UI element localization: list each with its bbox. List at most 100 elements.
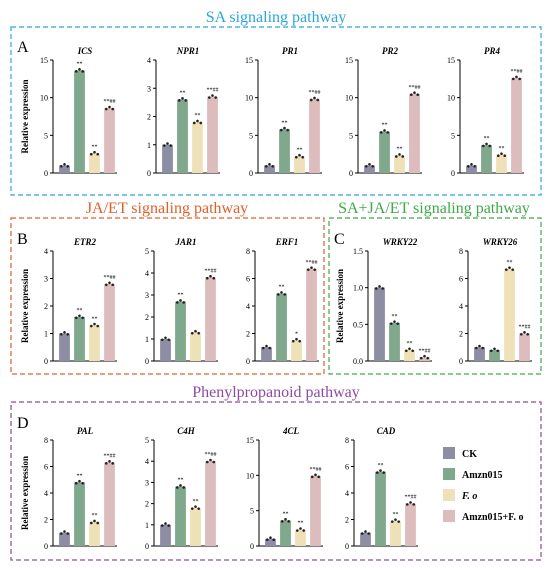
legend-label-ck: CK [462,449,477,460]
chart-title: CAD [377,426,396,436]
data-point [505,268,508,271]
both-frame [328,217,542,375]
y-tick-label: 10 [40,94,48,103]
data-point [96,324,99,328]
data-point [302,529,306,532]
y-tick-label: 4 [459,302,463,311]
y-tick-label: 1 [44,330,48,339]
y-tick-label: 0 [250,542,254,551]
legend-swatch-fo [443,489,455,501]
chart-wrky22: 0.0 0.5 1.0 1.5 WRKY22 Relative expression ** *… [335,237,432,366]
bar-pal-1 [59,532,70,546]
bar-wrky26-4 [519,333,530,361]
bar-etr2-1 [59,333,70,361]
data-point [176,486,179,489]
y-tick-label: 2 [147,113,151,122]
bar-pal-3 [89,522,100,546]
data-point [368,162,371,166]
chart-c4h: 0 1 2 3 4 5 C4H ** ** **## [145,426,218,551]
legend-label-fo: F. o [461,491,477,502]
y-tick-label: 10 [345,94,353,103]
data-point [500,152,503,156]
y-tick-label: 4 [145,457,149,466]
data-point [365,164,368,168]
significance-label: ** [92,316,98,322]
y-tick-label: 8 [246,247,250,256]
data-point [313,96,316,100]
data-point [206,276,209,280]
data-point [96,152,99,156]
data-point [467,164,470,168]
data-point [314,473,317,477]
bar-ics-1 [59,165,70,173]
bar-wrky26-1 [474,347,485,361]
significance-label: ** [279,285,285,291]
data-point [470,162,473,166]
bar-cad-2 [375,471,386,546]
bar-pr2-2 [379,131,390,173]
y-tick-label: 0 [246,357,250,366]
data-point [313,268,317,271]
data-point [523,331,526,334]
data-point [412,503,416,506]
y-tick-label: 0.5 [353,320,363,329]
y-axis-label: Relative expression [20,269,30,343]
bar-erf1-2 [276,293,287,361]
data-point [60,164,63,168]
panel-letter-b: B [17,231,28,248]
data-point [473,164,477,168]
data-point [265,164,268,168]
data-point [317,475,321,479]
y-tick-label: 2 [345,516,349,525]
legend: CK Amzn015 F. o Amzn015+F. o [443,447,523,523]
significance-label: **## [511,69,523,75]
chart-pr1: 0 5 10 15 PR1 ** ** **## [245,46,322,178]
data-point [90,324,93,328]
y-tick-label: 3 [145,478,149,487]
data-point [272,538,276,542]
data-point [296,529,299,532]
y-tick-label: 5 [451,131,455,140]
data-point [401,155,405,158]
bar-c4h-3 [190,507,201,546]
data-point [280,128,283,132]
significance-label: ** [392,314,398,320]
bar-pr1-4 [309,99,320,173]
chart-jar1: 0 1 2 3 4 5 JAR1 ** **## [145,237,218,366]
data-point [386,131,390,134]
data-point [196,119,199,123]
data-point [269,536,272,540]
data-point [311,475,314,479]
data-point [182,301,185,304]
data-point [361,532,364,535]
bar-pr1-2 [279,129,290,173]
data-point [283,293,287,296]
data-point [393,320,396,323]
y-tick-label: 0 [147,169,151,178]
data-point [396,322,400,325]
data-point [410,93,413,96]
data-point [497,154,500,158]
y-tick-label: 2 [246,330,250,339]
data-point [93,519,96,523]
data-point [301,155,305,159]
data-point [66,333,69,336]
legend-swatch-ck [443,447,455,459]
bar-4cl-2 [280,520,291,546]
data-point [169,144,172,147]
data-point [299,527,302,530]
y-tick-label: 15 [40,56,48,65]
y-tick-label: 8 [345,436,349,445]
significance-label: ** [298,521,304,527]
data-point [478,344,481,348]
bar-jar1-2 [175,301,186,361]
y-tick-label: 6 [246,275,250,284]
data-point [378,285,381,288]
significance-label: **## [306,260,318,266]
bar-pr2-3 [394,155,405,173]
y-tick-label: 15 [245,56,253,65]
data-point [493,347,496,351]
significance-label: ** [397,147,403,153]
significance-label: ** [484,136,490,142]
